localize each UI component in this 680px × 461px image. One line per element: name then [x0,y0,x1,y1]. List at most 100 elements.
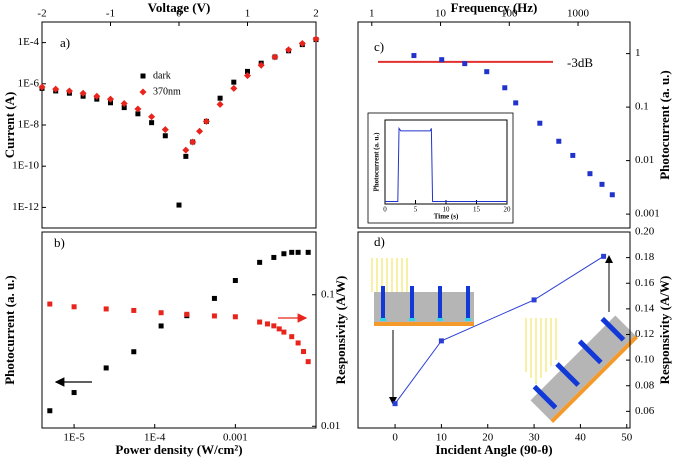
x-tick-label: 0.001 [223,432,248,444]
data-point [285,46,293,54]
x-tick-label: 20 [504,206,512,214]
data-point [305,359,311,365]
y-tick-label: 0.06 [635,405,655,417]
data-point [184,311,190,317]
x-axis-label: Incident Angle (90-θ) [435,442,552,457]
inset-frame [367,112,514,224]
y2-axis-label: Responsivity (A/W) [333,276,348,385]
data-point [276,326,282,332]
data-point [230,84,238,92]
x-tick-label: 15 [473,206,481,214]
data-point [281,251,287,257]
y-tick-label: 1E-8 [18,119,40,131]
data-point [47,301,53,307]
data-point [257,61,265,69]
y-axis-label: Current (A) [2,92,17,159]
y-tick-label: 0.1 [635,101,649,113]
data-point [79,89,87,97]
data-point [65,87,73,95]
legend-label: dark [153,70,171,81]
reference-label: -3dB [567,55,593,70]
y-tick-label: 1E-6 [18,77,40,89]
data-point [120,100,128,108]
data-point [537,120,543,126]
data-point [211,295,217,301]
data-point [161,126,169,134]
data-point [148,113,156,121]
data-point [189,138,197,146]
x-tick-label: 5 [414,206,418,214]
y-tick-label: 0.08 [635,379,655,391]
data-point [108,100,113,106]
data-point [71,304,77,310]
x-tick-label: 0 [383,206,387,214]
y-tick-label: 1 [635,47,641,59]
data-point [289,249,295,255]
data-line [394,255,604,404]
panel-label: a) [60,35,70,50]
data-point [131,349,137,355]
x-tick-label: 1 [245,8,251,20]
x-axis-label: Frequency (Hz) [451,0,538,15]
data-point [202,117,210,125]
data-point [52,85,60,93]
data-point [587,171,593,177]
y-tick-label: 1E-4 [18,36,40,48]
data-point [217,95,223,101]
x-tick-label: 10 [435,8,447,20]
x-tick-label: 1 [369,8,375,20]
data-point [271,53,279,61]
data-point [93,92,101,100]
data-point [47,408,53,414]
data-point [257,259,263,265]
y-axis-label: Photocurrent (a. u.) [2,275,17,385]
data-point [158,323,164,329]
data-point [264,321,270,327]
y-axis-label: Responsivity (A/W) [657,276,672,385]
data-point [531,297,537,303]
data-point [298,40,306,48]
data-point [211,313,217,319]
legend-marker [139,88,147,96]
y-tick-label: 0.10 [635,354,655,366]
data-point [289,334,295,340]
data-point [438,338,444,344]
y-tick-label: 0.14 [635,302,655,314]
data-point [556,138,562,144]
data-line [385,126,507,202]
data-point [601,253,607,259]
data-point [176,202,182,208]
x-tick-label: 2 [313,8,319,20]
data-point [182,146,190,154]
data-point [71,390,77,396]
data-point [216,100,224,108]
x-tick-label: 10 [436,432,448,444]
data-point [244,72,251,80]
x-tick-label: 1000 [567,8,590,20]
data-point [301,349,307,355]
y-tick-label: 0.12 [635,328,654,340]
panel-label: d) [374,234,385,249]
x-axis-label: Power density (W/cm²) [115,442,242,457]
legend-marker [140,73,146,79]
panel-label: c) [374,39,384,54]
device-illustration-flat [371,258,474,326]
x-axis-label: Voltage (V) [148,0,211,15]
data-point [232,314,238,320]
data-point [281,329,287,335]
plot-frame [357,21,631,229]
y2-tick-label: 0.01 [321,420,340,432]
data-point [411,53,417,59]
data-point [271,323,277,329]
data-point [196,127,204,135]
plot-frame [41,231,317,429]
x-tick-label: 100 [501,8,518,20]
data-point [231,79,237,85]
y2-tick-label: 0.1 [321,288,335,300]
legend-label: 370nm [153,86,181,97]
data-point [257,319,263,325]
x-tick-label: 20 [482,432,494,444]
data-point [609,192,615,198]
